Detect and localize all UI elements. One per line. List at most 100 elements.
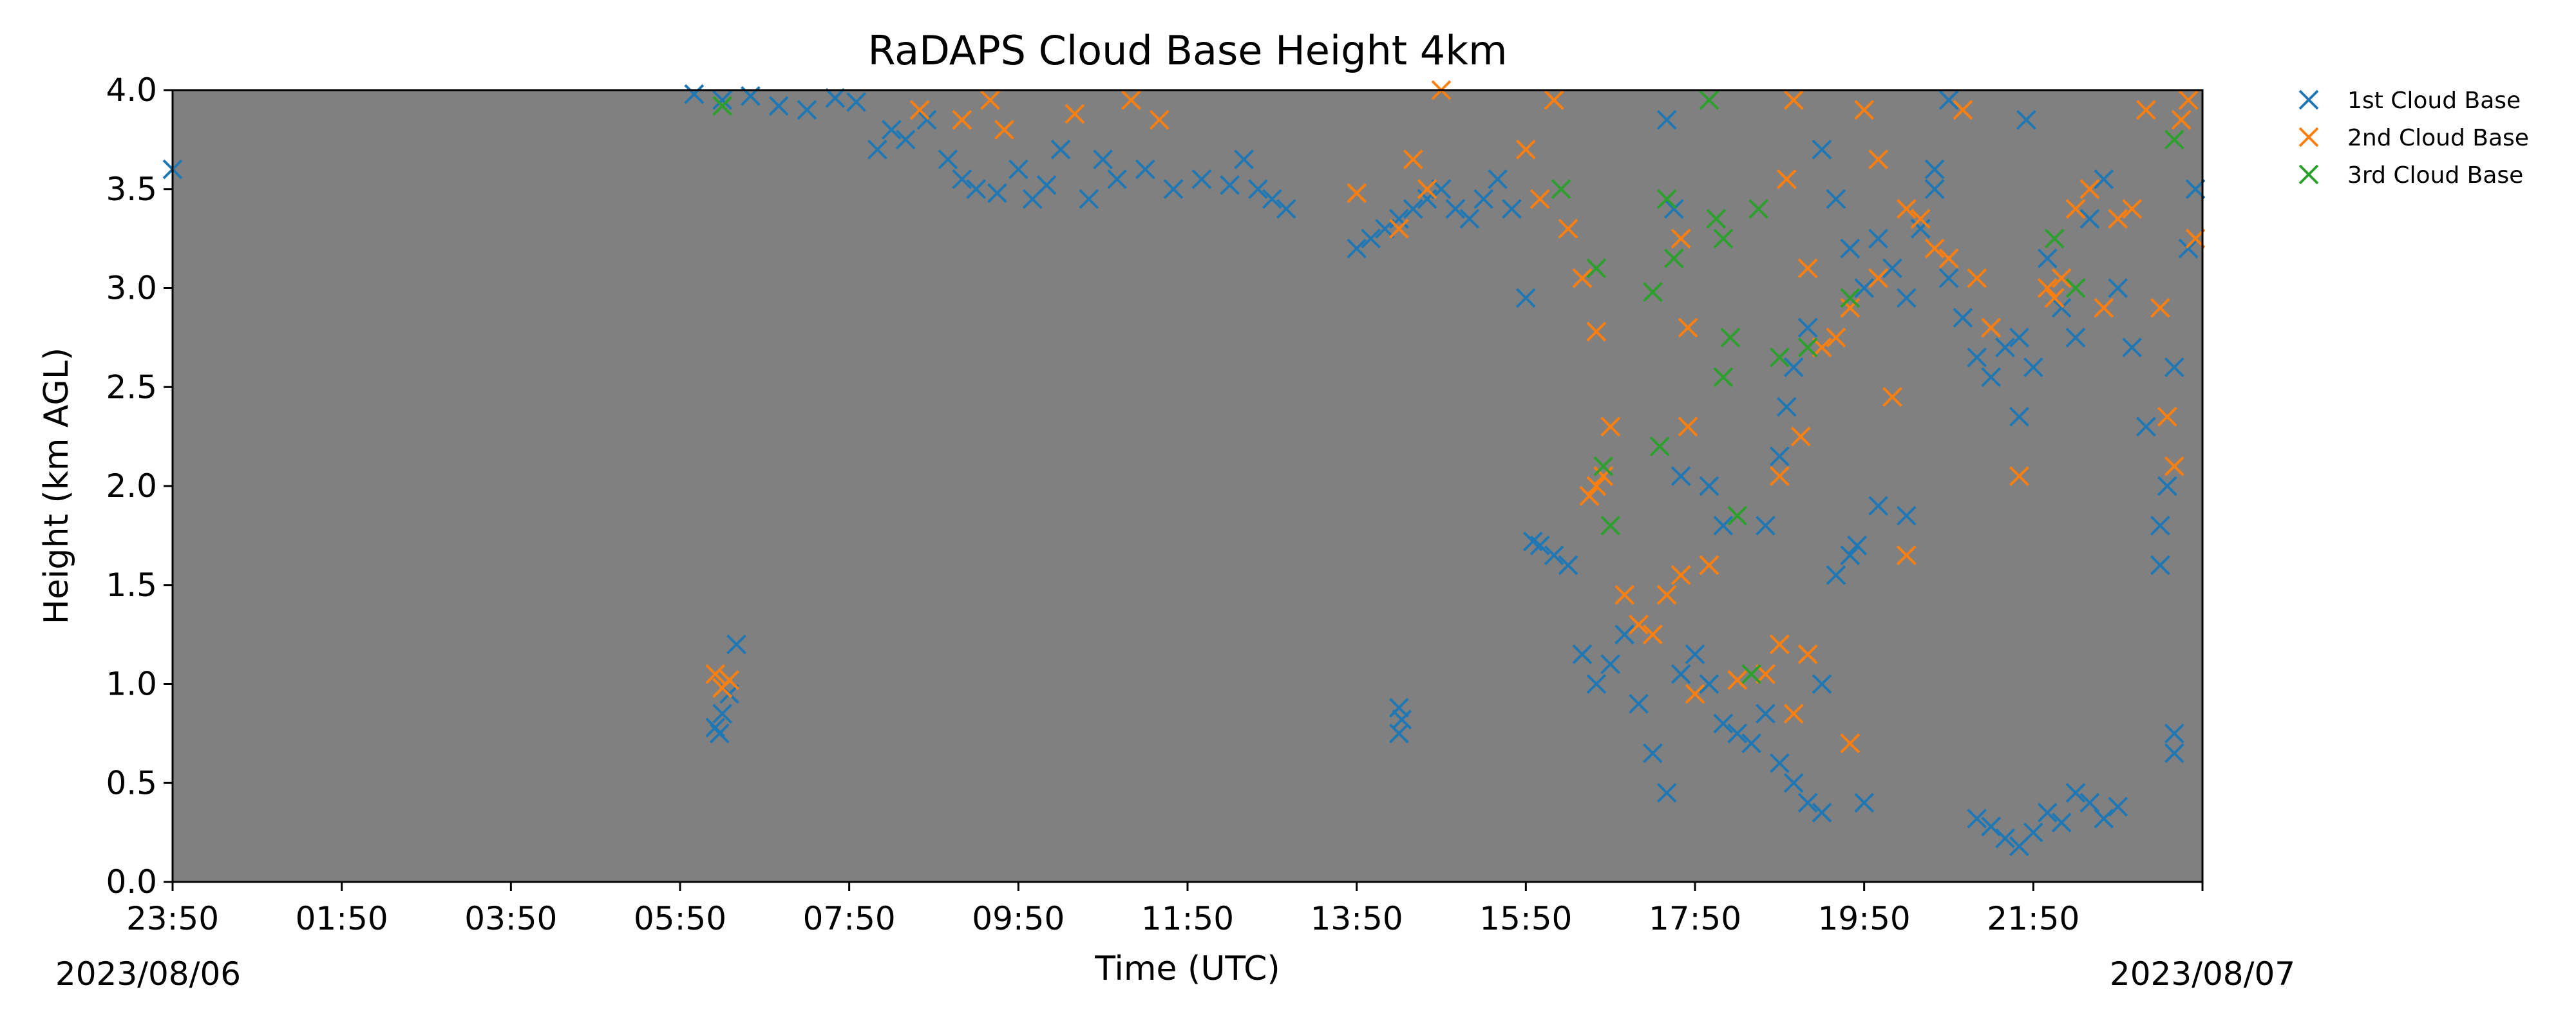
data-point (1938, 268, 1959, 288)
data-point (1882, 387, 1902, 407)
data-point (1727, 670, 1748, 690)
legend-label: 1st Cloud Base (2347, 88, 2521, 114)
y-axis: 0.0 0.5 1.0 1.5 2.0 2.5 3.0 3.5 4.0 (106, 71, 173, 901)
data-point (1417, 179, 1437, 200)
data-point (1656, 189, 1677, 209)
data-point (1727, 723, 1748, 744)
data-point (1910, 209, 1931, 229)
data-point (1699, 476, 1719, 496)
data-point (1642, 624, 1663, 645)
data-point (1720, 327, 1741, 348)
data-point (1769, 347, 1790, 368)
data-point (987, 183, 1007, 203)
series-3 (712, 89, 2184, 684)
data-point (2037, 248, 2058, 268)
data-point (2108, 209, 2128, 229)
data-point (1361, 229, 1381, 249)
data-point (1107, 169, 1127, 189)
data-point (2164, 357, 2184, 377)
data-point (895, 129, 916, 150)
data-point (1967, 347, 1987, 368)
data-point (980, 89, 1000, 110)
x-tick-label: 23:50 (126, 900, 219, 937)
data-point (2051, 297, 2072, 318)
data-point (2009, 406, 2029, 427)
data-point (1868, 229, 1888, 249)
x-tick-label: 17:50 (1649, 900, 1741, 937)
data-point (1544, 89, 1564, 110)
data-point (1896, 288, 1917, 308)
data-point (1783, 704, 1804, 724)
data-point (2178, 238, 2199, 259)
data-point (1882, 258, 1902, 279)
data-point (1600, 417, 1621, 437)
data-point (1586, 674, 1607, 694)
data-point (1938, 89, 1959, 110)
data-point (1008, 159, 1028, 180)
data-point (2164, 129, 2184, 150)
data-point (1678, 417, 1698, 437)
data-point (1191, 169, 1212, 189)
data-point (1840, 733, 1861, 754)
data-point (1558, 555, 1578, 576)
data-point (712, 89, 733, 110)
data-point (1769, 466, 1790, 487)
x-tick-label: 07:50 (803, 900, 896, 937)
data-point (1840, 297, 1861, 318)
y-tick-label: 2.0 (106, 467, 157, 505)
data-point (1924, 159, 1945, 180)
y-tick-label: 4.0 (106, 71, 157, 109)
data-point (2122, 337, 2142, 358)
data-point (2079, 209, 2100, 229)
data-point (1220, 175, 1240, 196)
data-point (1910, 218, 1931, 239)
data-point (1656, 585, 1677, 605)
data-point (1797, 792, 1818, 813)
data-point (1663, 199, 1684, 219)
data-point (1812, 802, 1832, 823)
data-point (1840, 238, 1861, 259)
data-point (2037, 278, 2058, 298)
x-tick-label: 05:50 (634, 900, 726, 937)
data-point (2185, 229, 2206, 249)
data-point (2164, 723, 2184, 744)
data-point (1600, 654, 1621, 675)
data-point (1847, 535, 1868, 556)
data-point (1741, 664, 1761, 684)
data-point (1431, 179, 1452, 200)
data-point (1699, 89, 1719, 110)
data-point (2023, 822, 2043, 843)
data-point (1515, 288, 1536, 308)
data-point (1586, 258, 1607, 279)
data-point (1706, 209, 1727, 229)
x-tick-label: 09:50 (972, 900, 1065, 937)
data-point (1678, 317, 1698, 338)
data-point (1050, 139, 1071, 160)
data-point (2136, 100, 2156, 120)
data-point (1593, 456, 1614, 476)
data-point (1981, 367, 2002, 388)
data-point (2079, 179, 2100, 200)
legend: 1st Cloud Base 2nd Cloud Base 3rd Cloud Ba… (2298, 88, 2529, 189)
data-point (1783, 89, 1804, 110)
end-date-label: 2023/08/07 (2110, 955, 2295, 993)
data-point (1790, 426, 1811, 447)
data-point (1896, 505, 1917, 526)
data-point (1769, 446, 1790, 467)
data-point (1262, 189, 1282, 209)
legend-label: 2nd Cloud Base (2347, 125, 2529, 151)
data-point (1586, 476, 1607, 496)
data-point (1776, 169, 1797, 189)
data-point (1797, 337, 1818, 358)
data-point (1392, 709, 1412, 730)
data-point (2150, 516, 2170, 536)
data-point (1347, 238, 1367, 259)
data-point (2150, 555, 2170, 576)
data-point (1756, 704, 1776, 724)
legend-marker (2298, 89, 2319, 110)
x-axis: 23:50 01:50 03:50 05:50 07:50 09:50 11:50 13:50… (126, 882, 2204, 937)
data-point (2037, 802, 2058, 823)
data-point (2051, 812, 2072, 833)
data-point (1445, 199, 1466, 219)
